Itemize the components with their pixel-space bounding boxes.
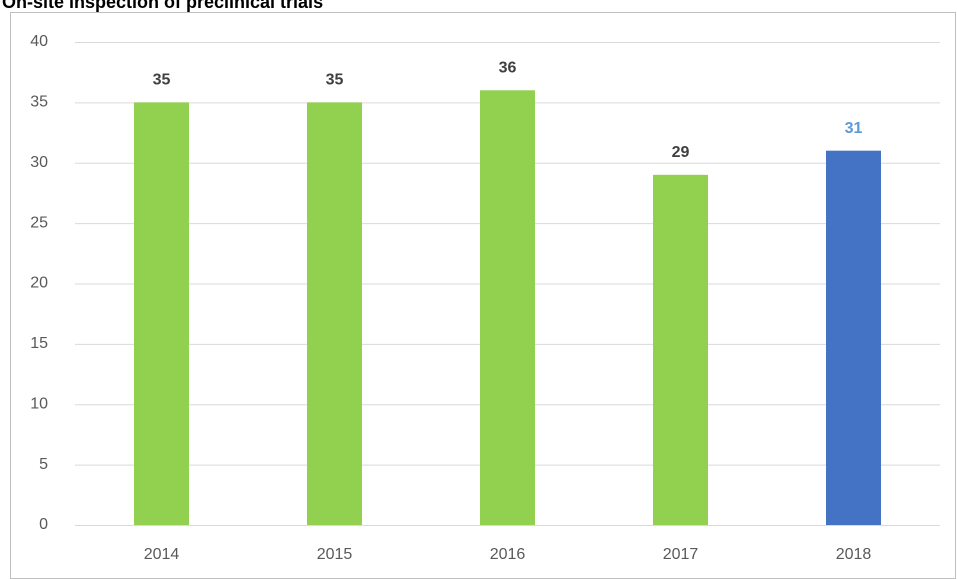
y-tick-label: 10 <box>30 395 48 412</box>
data-label: 36 <box>499 60 517 77</box>
data-label: 35 <box>153 72 171 89</box>
y-tick-label: 5 <box>39 456 48 473</box>
bar <box>134 102 189 525</box>
x-tick-label: 2015 <box>317 546 353 563</box>
bar <box>826 150 881 526</box>
bar <box>307 102 362 525</box>
bar <box>480 90 535 526</box>
x-tick-label: 2016 <box>490 546 526 563</box>
y-tick-label: 35 <box>30 94 48 111</box>
x-tick-label: 2017 <box>663 546 699 563</box>
y-tick-label: 0 <box>39 516 48 533</box>
chart-title: On-site inspection of preclinical trials <box>2 0 323 12</box>
data-label: 29 <box>672 144 690 161</box>
data-label: 35 <box>326 72 344 89</box>
y-tick-label: 25 <box>30 214 48 231</box>
bar <box>653 174 708 525</box>
data-label: 31 <box>845 120 863 137</box>
y-tick-label: 20 <box>30 275 48 292</box>
y-tick-label: 40 <box>30 33 48 50</box>
y-tick-label: 30 <box>30 154 48 171</box>
x-tick-label: 2014 <box>144 546 180 563</box>
x-tick-label: 2018 <box>836 546 872 563</box>
y-tick-label: 15 <box>30 335 48 352</box>
